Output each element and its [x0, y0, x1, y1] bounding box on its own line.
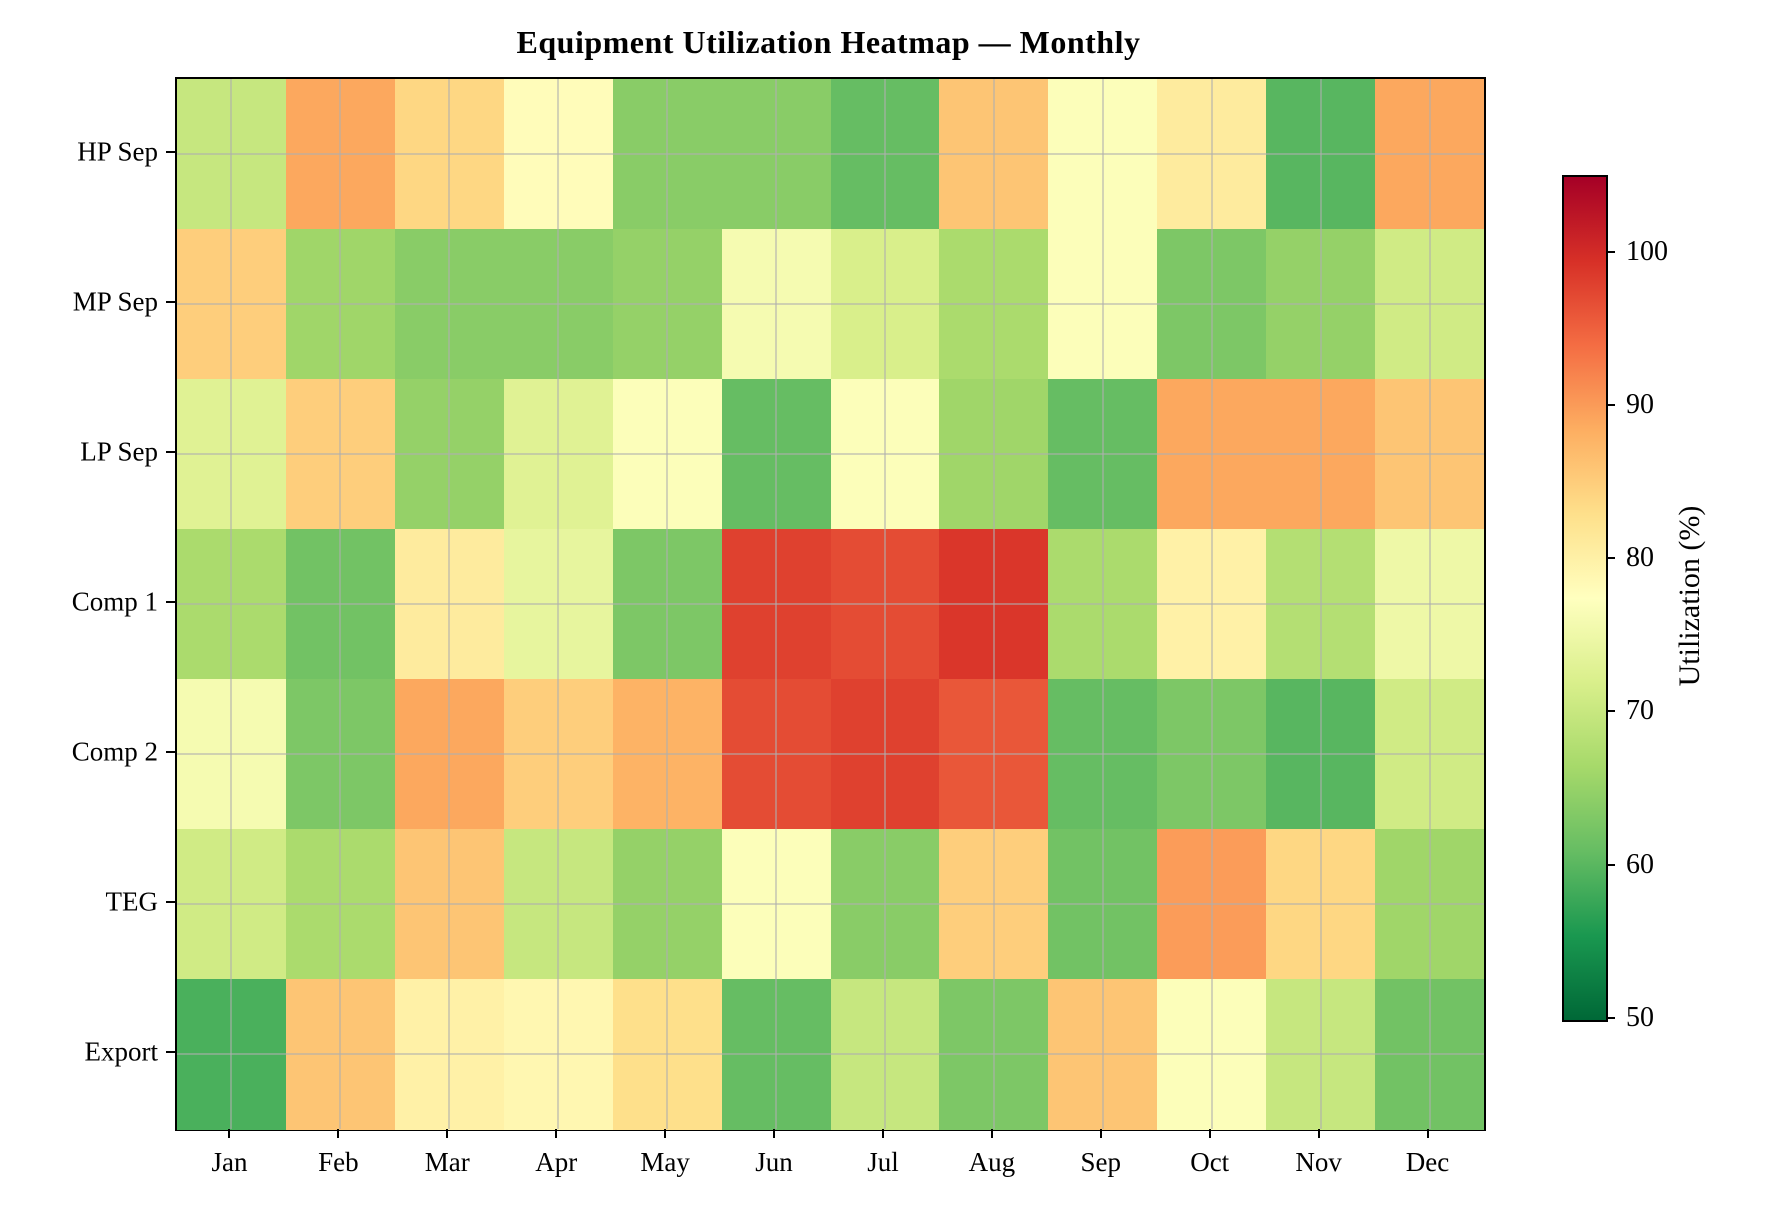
x-axis-tick: [446, 1129, 449, 1138]
colorbar: [1562, 175, 1608, 1022]
y-axis-tick: [166, 451, 175, 453]
y-axis-tick: [166, 301, 175, 303]
x-axis-label: Jan: [211, 1147, 248, 1177]
x-axis-tick: [1317, 1129, 1320, 1138]
colorbar-tick: [1606, 250, 1615, 253]
x-axis-tick: [1099, 1129, 1102, 1138]
gridline: [177, 453, 1484, 455]
y-axis-tick: [166, 151, 175, 153]
x-axis-label: Jul: [867, 1147, 899, 1177]
y-axis-tick: [166, 1051, 175, 1053]
x-axis-label: Dec: [1405, 1147, 1450, 1177]
chart-title: Equipment Utilization Heatmap — Monthly: [516, 24, 1141, 60]
x-axis-label: May: [640, 1147, 690, 1177]
colorbar-tick: [1606, 1017, 1615, 1019]
colorbar-axis-label: Utilization (%): [1673, 505, 1706, 687]
y-axis-label: HP Sep: [77, 136, 158, 167]
x-axis-label: Oct: [1190, 1147, 1230, 1177]
colorbar-tick-label: 50: [1626, 1002, 1654, 1033]
y-axis-label: Export: [84, 1036, 159, 1067]
colorbar-tick-label: 100: [1626, 235, 1668, 267]
x-axis-tick: [881, 1129, 884, 1138]
x-axis-label: Feb: [318, 1147, 359, 1177]
colorbar-tick: [1606, 710, 1615, 713]
y-axis-tick: [166, 751, 175, 753]
x-axis-label: Jun: [755, 1147, 793, 1177]
y-axis-tick: [166, 901, 175, 903]
colorbar-tick-label: 80: [1626, 542, 1654, 574]
x-axis-label: Aug: [968, 1147, 1016, 1177]
gridline: [177, 1053, 1484, 1055]
colorbar-tick-label: 60: [1626, 848, 1654, 880]
colorbar-tick: [1606, 863, 1615, 866]
colorbar-tick-label: 70: [1626, 695, 1654, 727]
gridline: [177, 903, 1484, 905]
x-axis-tick: [773, 1129, 776, 1138]
x-axis-tick: [228, 1129, 231, 1138]
x-axis-tick: [1426, 1129, 1429, 1138]
y-axis-label: Comp 2: [71, 736, 158, 767]
y-axis-label: TEG: [105, 886, 158, 917]
y-axis-label: MP Sep: [72, 286, 158, 317]
x-axis-label: Nov: [1295, 1147, 1342, 1177]
x-axis-tick: [555, 1129, 558, 1138]
x-axis-label: Apr: [535, 1147, 578, 1177]
colorbar-tick-label: 90: [1626, 388, 1654, 420]
gridline: [177, 153, 1484, 155]
x-axis-label: Mar: [424, 1147, 470, 1177]
x-axis-tick: [337, 1129, 340, 1138]
y-axis-label: LP Sep: [80, 436, 158, 467]
x-axis-label: Sep: [1080, 1147, 1122, 1177]
y-axis-label: Comp 1: [71, 586, 158, 617]
x-axis-tick: [990, 1129, 993, 1138]
plot-area: [175, 77, 1486, 1131]
colorbar-tick: [1606, 403, 1615, 406]
gridline: [177, 303, 1484, 305]
y-axis-tick: [166, 601, 175, 603]
gridline: [177, 603, 1484, 605]
colorbar-tick: [1606, 557, 1615, 560]
x-axis-tick: [1208, 1129, 1211, 1138]
gridline: [177, 753, 1484, 755]
x-axis-tick: [664, 1129, 667, 1138]
